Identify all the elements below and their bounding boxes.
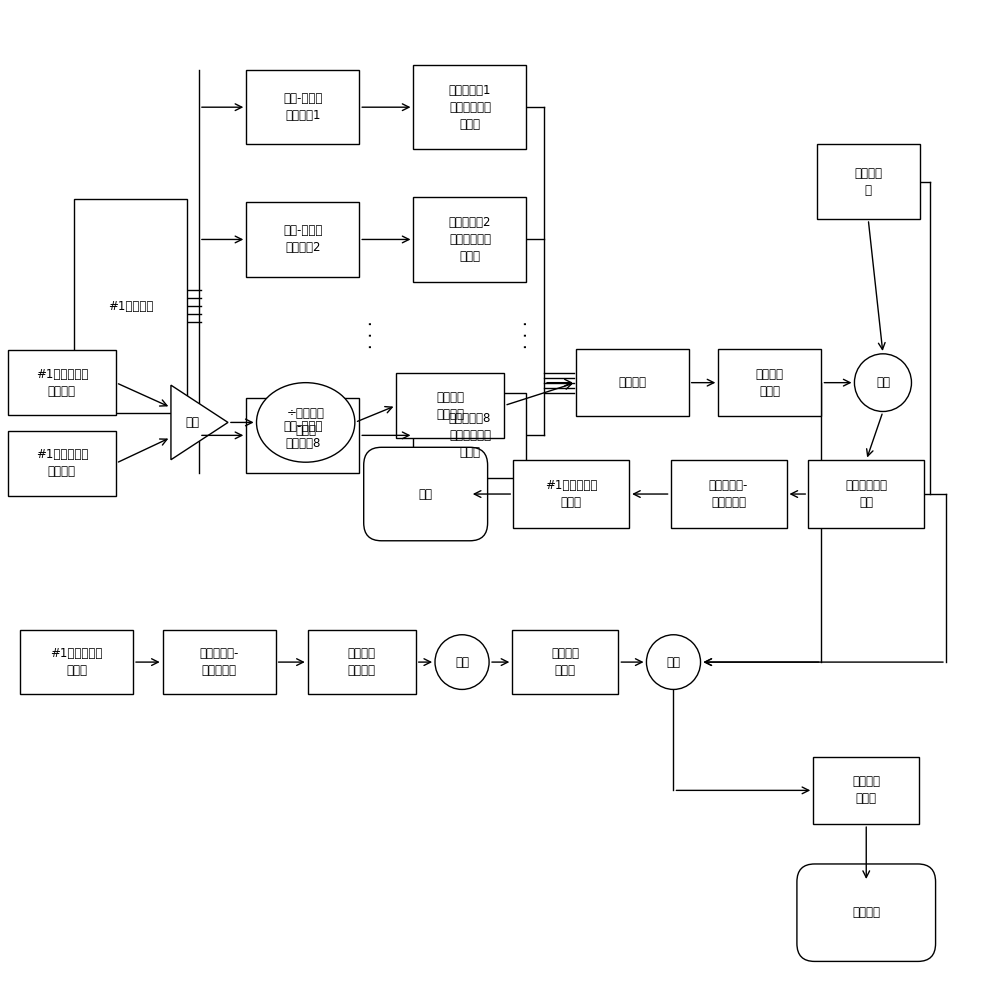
Circle shape [854, 354, 912, 411]
Text: #1机组变频泵
进水温度: #1机组变频泵 进水温度 [36, 368, 88, 398]
FancyBboxPatch shape [817, 144, 920, 219]
Text: 变频泵功率目
标值: 变频泵功率目 标值 [846, 479, 887, 509]
Text: #1变频泵频率
目标值: #1变频泵频率 目标值 [545, 479, 597, 509]
Text: 结束: 结束 [418, 488, 432, 501]
Text: 循泵功率
目标值: 循泵功率 目标值 [756, 368, 784, 398]
Text: 循泵进水
平均温度: 循泵进水 平均温度 [436, 391, 464, 421]
Text: 负荷-循泵功
率关系式8: 负荷-循泵功 率关系式8 [283, 420, 322, 450]
Text: 变频泵频率-
功率关系式: 变频泵频率- 功率关系式 [200, 647, 238, 677]
FancyBboxPatch shape [74, 199, 187, 413]
FancyBboxPatch shape [718, 349, 822, 416]
FancyBboxPatch shape [808, 460, 925, 528]
FancyBboxPatch shape [246, 398, 359, 473]
FancyBboxPatch shape [671, 460, 786, 528]
FancyBboxPatch shape [397, 373, 504, 438]
Text: 相加: 相加 [455, 656, 469, 669]
Text: 变频泵功
率实际值: 变频泵功 率实际值 [348, 647, 376, 677]
FancyBboxPatch shape [364, 447, 488, 541]
Text: 循环水温度8
时循泵的功率
目标值: 循环水温度8 时循泵的功率 目标值 [449, 412, 492, 459]
Text: #1机组负荷: #1机组负荷 [108, 300, 153, 313]
Text: 循环水温度1
时循泵的功率
目标值: 循环水温度1 时循泵的功率 目标值 [449, 84, 492, 131]
FancyBboxPatch shape [246, 70, 359, 144]
FancyBboxPatch shape [413, 393, 526, 478]
Text: 工频泵功
率: 工频泵功 率 [854, 167, 882, 197]
FancyBboxPatch shape [576, 349, 688, 416]
Text: · · ·: · · · [518, 321, 536, 349]
FancyBboxPatch shape [246, 202, 359, 277]
Text: #1变频泵频率
实际值: #1变频泵频率 实际值 [50, 647, 103, 677]
FancyBboxPatch shape [8, 431, 116, 496]
Text: ÷已开启泵
的数量: ÷已开启泵 的数量 [287, 407, 324, 437]
Ellipse shape [256, 383, 355, 462]
Text: #1机组工频泵
进水温度: #1机组工频泵 进水温度 [36, 448, 88, 478]
Text: · · ·: · · · [363, 321, 381, 349]
FancyBboxPatch shape [512, 630, 618, 694]
Text: 循泵功率
实际值: 循泵功率 实际值 [551, 647, 580, 677]
Text: 相减: 相减 [667, 656, 680, 669]
FancyBboxPatch shape [797, 864, 936, 961]
FancyBboxPatch shape [20, 630, 134, 694]
Text: 循泵功率
偏差值: 循泵功率 偏差值 [853, 775, 880, 805]
FancyBboxPatch shape [513, 460, 629, 528]
Text: 插值运算: 插值运算 [618, 376, 646, 389]
Text: 负荷-循泵功
率关系式1: 负荷-循泵功 率关系式1 [283, 92, 322, 122]
Text: 求和: 求和 [185, 416, 200, 429]
FancyBboxPatch shape [813, 757, 920, 824]
Text: 相减: 相减 [876, 376, 890, 389]
Text: 负荷-循泵功
率关系式2: 负荷-循泵功 率关系式2 [283, 224, 322, 254]
FancyBboxPatch shape [413, 197, 526, 282]
Text: 超限报警: 超限报警 [853, 906, 880, 919]
Text: 循环水温度2
时循泵的功率
目标值: 循环水温度2 时循泵的功率 目标值 [449, 216, 492, 263]
Polygon shape [171, 385, 228, 460]
Text: 变频泵功率-
频率关系式: 变频泵功率- 频率关系式 [709, 479, 749, 509]
FancyBboxPatch shape [413, 65, 526, 149]
Circle shape [435, 635, 490, 689]
FancyBboxPatch shape [162, 630, 276, 694]
FancyBboxPatch shape [8, 350, 116, 415]
Circle shape [647, 635, 700, 689]
FancyBboxPatch shape [308, 630, 415, 694]
